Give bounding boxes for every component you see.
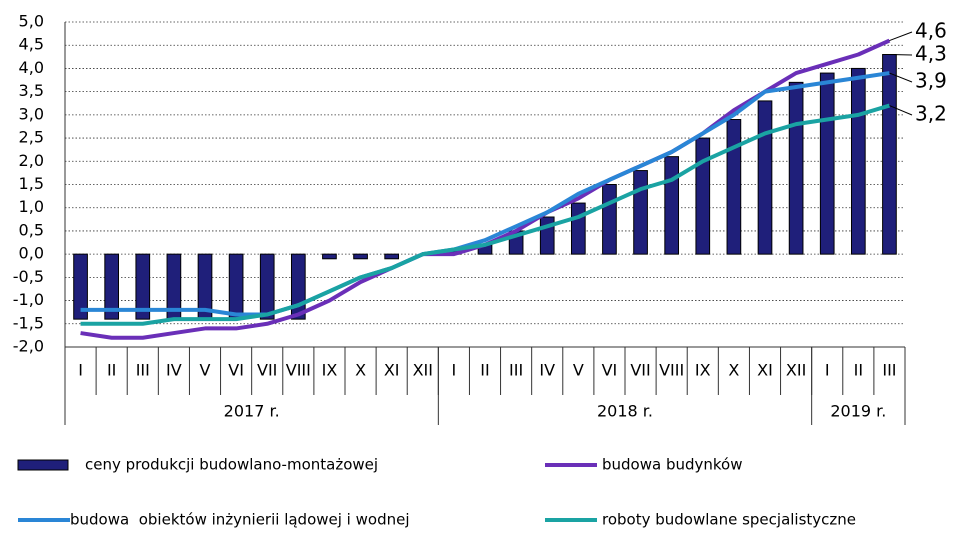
value-label: 4,6: [915, 19, 947, 43]
bar: [633, 170, 648, 255]
x-tick-label: IX: [322, 361, 338, 380]
y-tick-label: -2,0: [13, 337, 44, 356]
y-tick-label: -1,0: [13, 290, 44, 309]
label-leader: [889, 72, 913, 83]
bar: [602, 184, 617, 255]
y-tick-label: 0,5: [19, 220, 44, 239]
x-tick-label: V: [573, 361, 584, 380]
y-tick-label: -0,5: [13, 267, 44, 286]
bar: [259, 253, 275, 320]
x-tick-label: VII: [630, 361, 650, 380]
x-tick-label: I: [825, 361, 830, 380]
x-tick-label: X: [355, 361, 366, 380]
y-tick-label: 2,0: [19, 151, 44, 170]
legend-swatch: [17, 459, 69, 471]
y-tick-label: 3,5: [19, 81, 44, 100]
x-tick-label: II: [854, 361, 863, 380]
bar: [135, 253, 151, 320]
x-tick-label: VIII: [659, 361, 684, 380]
bar: [539, 216, 555, 255]
y-tick-label: -1,5: [13, 313, 44, 332]
bar: [322, 253, 337, 260]
y-tick-label: 4,5: [19, 35, 44, 54]
x-tick-label: VI: [602, 361, 618, 380]
value-label: 4,3: [915, 42, 947, 66]
x-tick-label: III: [509, 361, 523, 380]
x-tick-label: III: [136, 361, 150, 380]
value-label: 3,2: [915, 102, 947, 126]
x-group-label: 2018 r.: [597, 402, 653, 421]
y-tick-label: 1,0: [19, 197, 44, 216]
y-tick-label: 4,0: [19, 58, 44, 77]
x-tick-label: II: [480, 361, 489, 380]
bar: [570, 202, 586, 255]
bar: [850, 67, 866, 255]
legend-label: budowa obiektów inżynierii lądowej i wod…: [70, 511, 410, 529]
label-leader: [889, 54, 913, 56]
bar: [73, 253, 88, 320]
x-tick-label: IV: [166, 361, 182, 380]
x-tick-label: XII: [413, 361, 433, 380]
bar: [757, 100, 773, 255]
bar: [384, 253, 400, 260]
bar: [664, 156, 680, 255]
x-group-label: 2019 r.: [830, 402, 886, 421]
x-tick-label: X: [728, 361, 739, 380]
x-tick-label: IX: [695, 361, 711, 380]
bar: [104, 253, 120, 320]
x-tick-label: XI: [757, 361, 773, 380]
bar: [228, 253, 244, 320]
bar: [353, 253, 368, 260]
x-tick-label: VII: [257, 361, 277, 380]
label-leader: [889, 105, 913, 116]
line: [80, 71, 890, 317]
y-tick-label: 5,0: [19, 12, 44, 31]
x-tick-label: III: [882, 361, 896, 380]
y-tick-label: 0,0: [19, 244, 44, 263]
x-tick-label: I: [78, 361, 83, 380]
legend-label: ceny produkcji budowlano-montażowej: [85, 456, 378, 474]
bar: [788, 81, 804, 255]
x-tick-label: I: [452, 361, 457, 380]
label-leader: [889, 31, 913, 42]
value-label: 3,9: [915, 69, 947, 93]
x-tick-label: IV: [539, 361, 555, 380]
bar: [819, 72, 835, 255]
x-tick-label: VIII: [286, 361, 311, 380]
bar: [695, 137, 711, 255]
x-tick-label: XII: [786, 361, 806, 380]
legend-label: roboty budowlane specjalistyczne: [602, 511, 856, 529]
x-tick-label: II: [107, 361, 116, 380]
line: [80, 103, 891, 326]
bar: [882, 54, 897, 255]
y-tick-label: 3,0: [19, 104, 44, 123]
bar: [290, 253, 306, 320]
x-tick-label: XI: [384, 361, 400, 380]
x-tick-label: VI: [228, 361, 244, 380]
y-tick-label: 1,5: [19, 174, 44, 193]
y-tick-label: 2,5: [19, 128, 44, 147]
x-group-label: 2017 r.: [224, 402, 280, 421]
legend-label: budowa budynków: [602, 456, 743, 474]
x-tick-label: V: [200, 361, 211, 380]
bar: [726, 119, 742, 255]
